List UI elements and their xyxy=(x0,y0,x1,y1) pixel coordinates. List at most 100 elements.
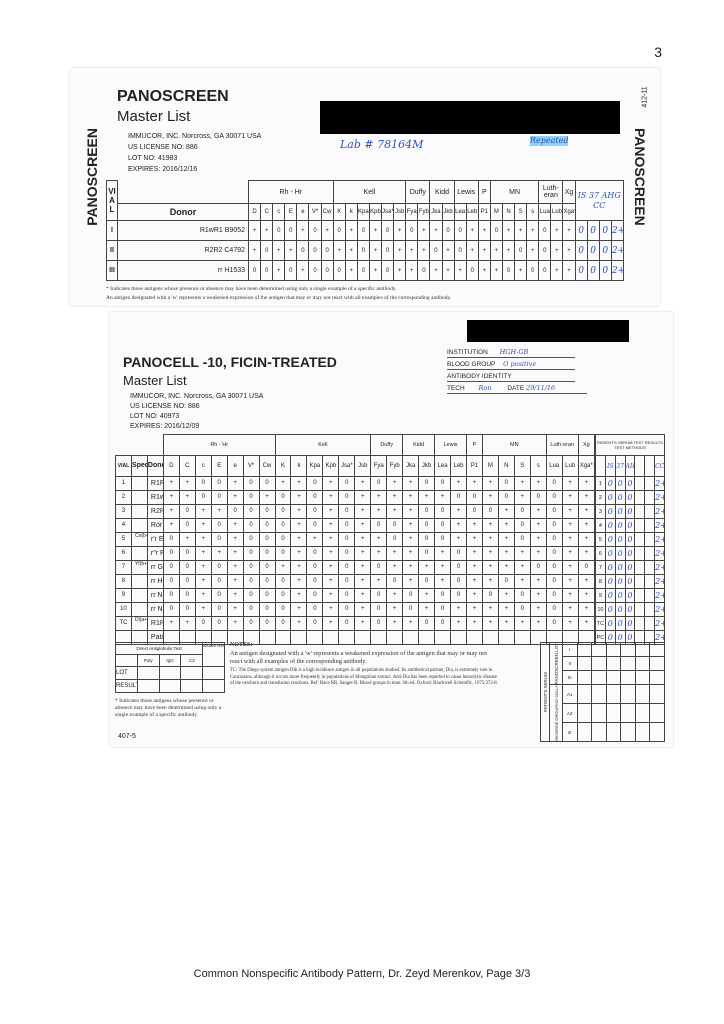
antigen-header: Jkb xyxy=(418,454,436,477)
antigen-value: + xyxy=(194,559,212,575)
antigen-value: + xyxy=(402,489,420,505)
lot: LOT NO: 40973 xyxy=(130,413,180,420)
antigen-value: 0 xyxy=(405,220,419,241)
antigen-header: Cw xyxy=(320,203,334,221)
antigen-header: D xyxy=(162,454,180,477)
vial-cell: II xyxy=(106,240,118,261)
group-header-row: Rh - Hr Kell Duffy Kidd Lewis P MN Luth-eran Xg xyxy=(115,434,596,456)
handwritten-result: 0 xyxy=(614,616,626,631)
antigen-value: 0 xyxy=(450,587,467,603)
result-cell xyxy=(634,722,651,742)
antigen-value: + xyxy=(577,545,596,561)
antigen-value: + xyxy=(226,601,244,617)
handwritten-result: 0 xyxy=(604,518,616,533)
dat-column-header: Poly xyxy=(136,654,160,667)
result-cell xyxy=(620,656,636,672)
antigen-value: 0 xyxy=(545,559,563,575)
antigen-value: + xyxy=(370,503,388,519)
antigen-value: + xyxy=(393,260,407,281)
footnote: * Indicates those antigens whose presenc… xyxy=(115,698,222,718)
antigen-value: + xyxy=(386,489,404,505)
antigen-value: 0 xyxy=(332,260,346,281)
antigen-value xyxy=(513,629,531,645)
handwritten-result xyxy=(644,504,656,519)
antigen-value: + xyxy=(162,503,180,519)
dat-cell xyxy=(136,679,160,693)
special-type-cell: Co(b+) xyxy=(130,531,148,547)
antigen-value: + xyxy=(453,260,467,281)
antigen-value: + xyxy=(322,559,340,575)
antigen-value: + xyxy=(450,503,467,519)
vial-cell: TC xyxy=(115,615,132,631)
antigen-header: Lua xyxy=(538,203,552,221)
antigen-value: + xyxy=(561,503,579,519)
antigen-value: 0 xyxy=(258,573,276,589)
antigen-value: 0 xyxy=(465,489,483,505)
handwritten-result xyxy=(644,602,656,617)
handwritten-result: 0 xyxy=(624,504,636,519)
antigen-group-header: Xg xyxy=(562,180,576,204)
antigen-value: 0 xyxy=(489,220,503,241)
antigen-value: 0 xyxy=(242,559,260,575)
table-row: II R2R2 C4792 +0 + +0 0 0 + +0 +0 + + +0 +0 + + + +0 +0 + +0… xyxy=(106,240,625,261)
antigen-value: 0 xyxy=(381,240,395,261)
donor-cell: Ror D1702 xyxy=(146,517,164,533)
donor-header: Donor xyxy=(146,454,164,477)
table-row: 8rr H40500+0+000+0+0++0+0+0++0++0++ xyxy=(115,573,596,589)
antigen-value: + xyxy=(306,531,324,547)
donor-cell: R1wR1 B9052 xyxy=(117,220,249,241)
antigen-value: + xyxy=(481,559,499,575)
antigen-group-header: P xyxy=(465,434,483,456)
antigen-value: + xyxy=(226,489,244,505)
antigen-value: + xyxy=(258,489,276,505)
antigen-group-header: Lewis xyxy=(453,180,479,204)
result-row-label: 5 xyxy=(595,532,606,547)
antigen-value: 0 xyxy=(306,573,324,589)
antigen-value: + xyxy=(260,220,274,241)
dat-row: LOT xyxy=(115,666,225,680)
antigen-value: + xyxy=(322,601,340,617)
handwritten-result: 0 xyxy=(598,240,612,261)
antigen-value: + xyxy=(386,601,404,617)
antigen-value: 0 xyxy=(274,615,292,631)
antigen-header: V* xyxy=(242,454,260,477)
antigen-value: + xyxy=(529,475,547,491)
antigen-value: 0 xyxy=(465,260,479,281)
antigen-value: 0 xyxy=(320,260,334,281)
antigen-header: Kpb xyxy=(322,454,340,477)
antigen-header: Jka xyxy=(402,454,420,477)
handwritten-result: 2+ xyxy=(654,476,665,491)
antigen-header: Jka xyxy=(429,203,443,221)
antigen-header: Fyb xyxy=(386,454,404,477)
antigen-value: 0 xyxy=(545,531,563,547)
antigen-header: Lea xyxy=(434,454,452,477)
company: IMMUCOR, INC. Norcross, GA 30071 USA xyxy=(130,393,264,400)
antigen-value: 0 xyxy=(178,573,196,589)
antigen-value: + xyxy=(529,601,547,617)
antigen-header: N xyxy=(497,454,515,477)
redaction xyxy=(320,101,620,134)
handwritten-result: 0 xyxy=(604,476,616,491)
antigen-value: + xyxy=(290,601,308,617)
handwritten-result: 2+ xyxy=(654,560,665,575)
antigen-value: + xyxy=(513,573,531,589)
antigen-value: 0 xyxy=(308,240,322,261)
antigen-value: + xyxy=(550,240,564,261)
antigen-value: 0 xyxy=(260,240,274,261)
antigen-value: + xyxy=(226,475,244,491)
antigen-value: + xyxy=(226,587,244,603)
antigen-value: + xyxy=(497,601,515,617)
handwritten-result xyxy=(644,560,656,575)
dat-row-label: LOT xyxy=(115,666,138,680)
reverse-grouping-row: II xyxy=(541,656,665,672)
antigen-value: 0 xyxy=(178,503,196,519)
antigen-value: 0 xyxy=(210,531,228,547)
antigen-value: + xyxy=(210,503,228,519)
antigen-value: 0 xyxy=(370,615,388,631)
handwritten-lab-number: Lab # 78164M xyxy=(340,138,424,151)
antigen-value: + xyxy=(434,573,452,589)
antigen-header: Kpa xyxy=(306,454,324,477)
antigen-value: 0 xyxy=(274,573,292,589)
